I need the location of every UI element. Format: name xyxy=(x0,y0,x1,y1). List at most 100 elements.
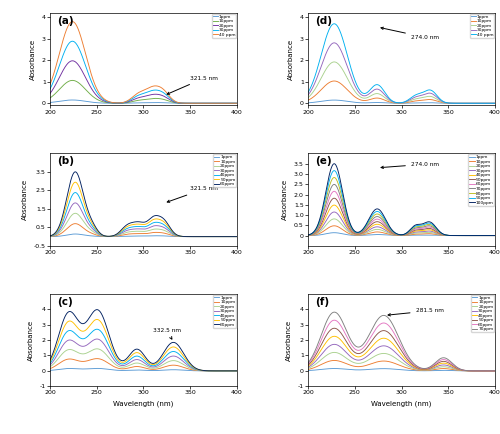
20ppm xyxy=(305,95,311,100)
50ppm xyxy=(305,233,311,238)
40ppm xyxy=(72,190,78,195)
20ppm xyxy=(47,364,53,369)
40 ppm xyxy=(47,82,53,87)
40 ppm xyxy=(331,21,337,26)
50ppm xyxy=(158,217,164,222)
40ppm xyxy=(390,341,396,346)
Line: 30ppm: 30ppm xyxy=(50,339,237,371)
40ppm xyxy=(446,362,452,367)
Line: 60ppm: 60ppm xyxy=(308,191,495,236)
Line: 10ppm: 10ppm xyxy=(308,361,495,371)
70ppm xyxy=(390,322,396,328)
70ppm xyxy=(305,233,311,238)
20ppm xyxy=(354,361,360,366)
20ppm xyxy=(94,346,100,352)
Y-axis label: Absorbance: Absorbance xyxy=(286,319,292,361)
70ppm xyxy=(430,362,436,367)
30ppm xyxy=(430,229,436,234)
70ppm xyxy=(416,225,422,230)
Line: 20ppm: 20ppm xyxy=(308,62,495,103)
1ppm xyxy=(47,234,53,239)
40 ppm xyxy=(338,33,344,38)
60ppm xyxy=(47,233,53,238)
Line: 40 ppm: 40 ppm xyxy=(50,22,237,103)
30ppm xyxy=(338,217,344,222)
100ppm xyxy=(390,228,396,233)
80ppm xyxy=(492,233,498,238)
30ppm xyxy=(47,86,53,92)
1ppm xyxy=(338,231,344,236)
20ppm xyxy=(331,59,337,65)
Line: 40ppm: 40ppm xyxy=(50,193,237,237)
1ppm xyxy=(172,101,178,106)
30ppm xyxy=(492,101,498,106)
30ppm xyxy=(47,233,53,239)
1ppm xyxy=(132,100,138,105)
1ppm xyxy=(331,230,337,235)
20ppm xyxy=(390,232,396,237)
30ppm xyxy=(390,348,396,353)
30ppm xyxy=(188,365,194,370)
50ppm xyxy=(354,351,360,356)
20ppm xyxy=(492,101,498,106)
20ppm xyxy=(331,216,337,221)
80ppm xyxy=(354,230,360,235)
50ppm xyxy=(188,234,194,239)
Text: 321.5 nm: 321.5 nm xyxy=(167,76,218,94)
Text: (d): (d) xyxy=(316,16,332,26)
Y-axis label: Absorbance: Absorbance xyxy=(22,179,28,220)
30ppm xyxy=(158,224,164,229)
70ppm xyxy=(331,309,337,315)
20ppm xyxy=(158,227,164,232)
30ppm xyxy=(96,231,102,237)
40 ppm xyxy=(354,82,360,87)
30ppm xyxy=(158,361,164,366)
10ppm xyxy=(188,101,194,106)
60ppm xyxy=(338,202,344,207)
10ppm xyxy=(390,100,396,105)
10ppm xyxy=(80,225,86,230)
30ppm xyxy=(132,95,138,100)
1ppm xyxy=(70,97,75,102)
10ppm xyxy=(172,363,178,368)
40 ppm xyxy=(158,85,164,90)
90ppm xyxy=(416,223,422,228)
60ppm xyxy=(416,365,422,370)
100ppm xyxy=(446,233,452,238)
30ppm xyxy=(331,209,337,214)
1ppm xyxy=(158,368,164,373)
70ppm xyxy=(446,358,452,363)
Line: 10ppm: 10ppm xyxy=(308,81,495,103)
Line: 20ppm: 20ppm xyxy=(50,213,237,237)
60ppm xyxy=(158,214,164,219)
20ppm xyxy=(446,233,452,238)
60ppm xyxy=(492,368,498,374)
10ppm xyxy=(158,365,164,371)
70ppm xyxy=(492,368,498,374)
10ppm xyxy=(331,79,337,84)
60ppm xyxy=(80,191,86,197)
40 ppm xyxy=(390,99,396,104)
20ppm xyxy=(188,234,194,239)
20ppm xyxy=(416,367,422,372)
40ppm xyxy=(492,233,498,238)
1ppm xyxy=(354,100,360,105)
Line: 60ppm: 60ppm xyxy=(50,309,237,371)
50ppm xyxy=(446,361,452,366)
X-axis label: Wavelength (nm): Wavelength (nm) xyxy=(114,401,174,408)
10ppm xyxy=(492,101,498,106)
20ppm xyxy=(331,350,337,355)
40ppm xyxy=(234,368,240,374)
40 ppm xyxy=(492,101,498,106)
20ppm xyxy=(132,96,138,102)
100ppm xyxy=(354,230,360,235)
10ppm xyxy=(70,78,75,83)
30ppm xyxy=(80,212,86,217)
10ppm xyxy=(430,97,436,102)
Y-axis label: Absorbance: Absorbance xyxy=(28,319,34,361)
70ppm xyxy=(492,233,498,238)
50ppm xyxy=(390,230,396,236)
40 ppm xyxy=(446,100,452,105)
60ppm xyxy=(47,357,53,362)
Line: 50ppm: 50ppm xyxy=(50,182,237,237)
